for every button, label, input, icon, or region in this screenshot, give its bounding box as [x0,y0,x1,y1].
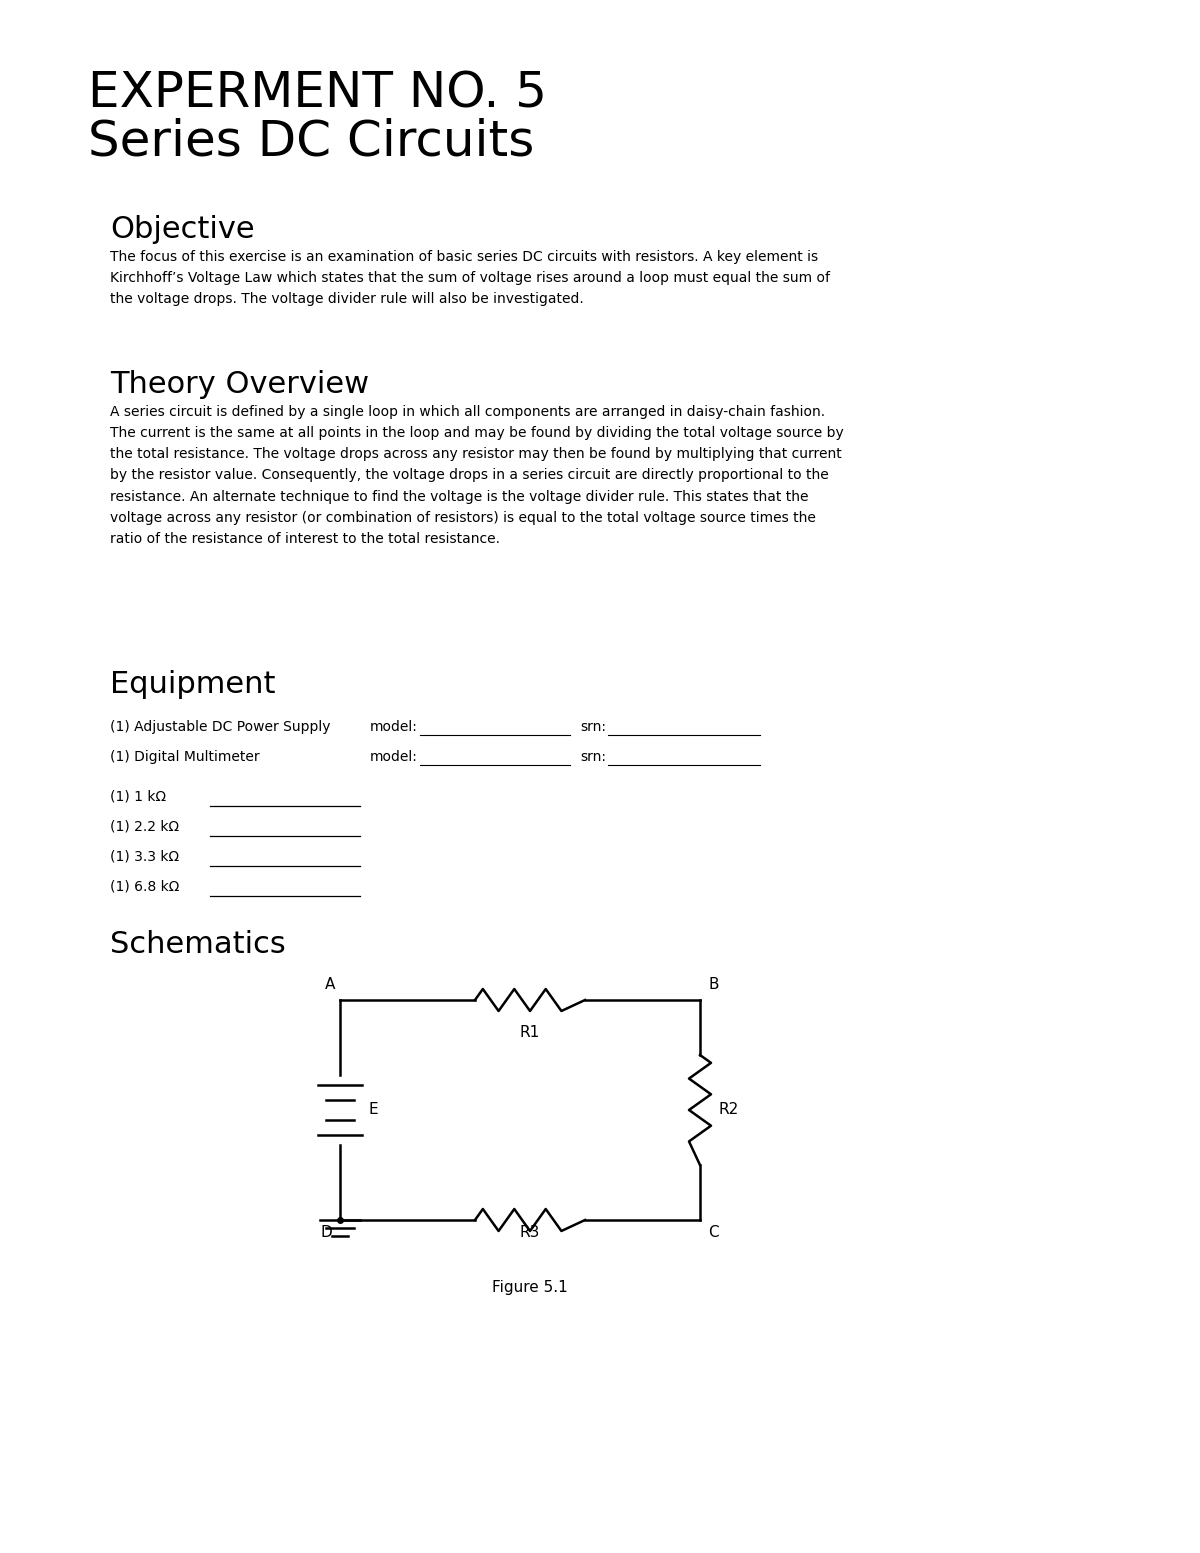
Text: EXPERMENT NO. 5: EXPERMENT NO. 5 [88,70,547,118]
Text: Theory Overview: Theory Overview [110,370,370,399]
Text: model:: model: [370,750,418,764]
Text: B: B [708,977,719,992]
Text: Series DC Circuits: Series DC Circuits [88,118,534,166]
Text: (1) 2.2 kΩ: (1) 2.2 kΩ [110,820,179,834]
Text: C: C [708,1225,719,1239]
Text: (1) Adjustable DC Power Supply: (1) Adjustable DC Power Supply [110,721,330,735]
Text: Objective: Objective [110,214,254,244]
Text: R3: R3 [520,1225,540,1239]
Text: D: D [320,1225,332,1239]
Text: (1) 6.8 kΩ: (1) 6.8 kΩ [110,881,179,895]
Text: (1) 1 kΩ: (1) 1 kΩ [110,790,166,804]
Text: Schematics: Schematics [110,930,286,960]
Text: model:: model: [370,721,418,735]
Text: E: E [368,1103,378,1118]
Text: Figure 5.1: Figure 5.1 [492,1280,568,1295]
Text: R1: R1 [520,1025,540,1041]
Text: A series circuit is defined by a single loop in which all components are arrange: A series circuit is defined by a single … [110,405,844,547]
Text: srn:: srn: [580,721,606,735]
Text: The focus of this exercise is an examination of basic series DC circuits with re: The focus of this exercise is an examina… [110,250,830,306]
Text: (1) 3.3 kΩ: (1) 3.3 kΩ [110,849,179,863]
Text: R2: R2 [718,1103,738,1118]
Text: (1) Digital Multimeter: (1) Digital Multimeter [110,750,259,764]
Text: srn:: srn: [580,750,606,764]
Text: A: A [325,977,335,992]
Text: Equipment: Equipment [110,669,276,699]
